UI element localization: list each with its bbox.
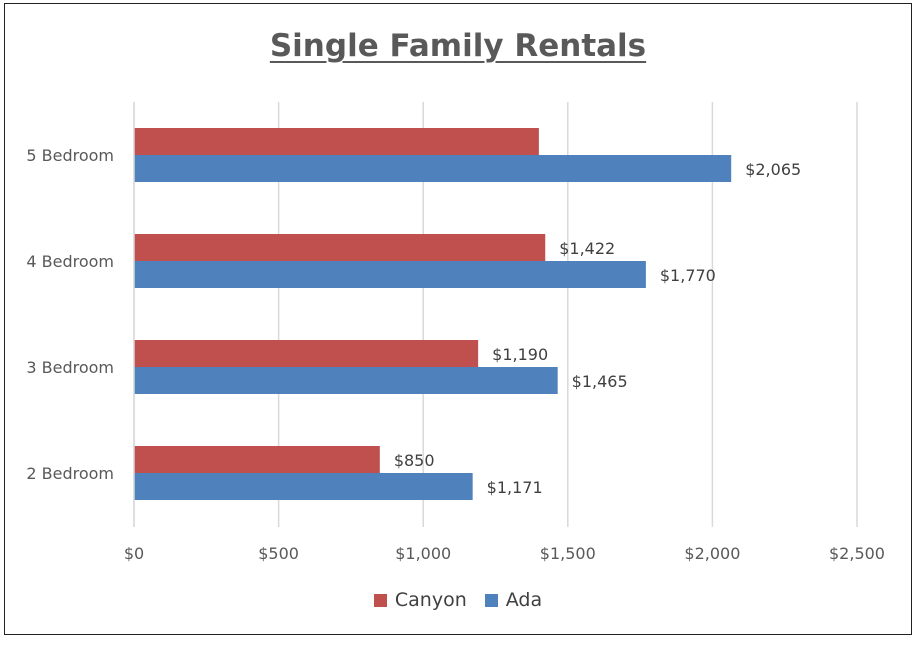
category-label: 4 Bedroom <box>26 252 114 271</box>
data-label: $1,465 <box>572 372 628 391</box>
x-tick-label: $2,000 <box>684 544 740 563</box>
data-label: $850 <box>394 451 435 470</box>
bar-canyon <box>134 128 539 155</box>
data-label: $1,422 <box>559 239 615 258</box>
bar-canyon <box>134 234 546 261</box>
legend-swatch-canyon <box>373 593 387 607</box>
legend-label-canyon: Canyon <box>394 589 467 611</box>
bar-ada <box>134 155 732 182</box>
bar-ada <box>134 367 558 394</box>
data-label: $1,770 <box>660 266 716 285</box>
legend-label-ada: Ada <box>505 589 543 611</box>
category-label: 2 Bedroom <box>26 464 114 483</box>
legend-swatch-ada <box>484 593 498 607</box>
legend: Canyon Ada <box>0 589 916 611</box>
x-tick-label: $2,500 <box>829 544 885 563</box>
data-label: $1,171 <box>487 478 543 497</box>
x-tick-label: $0 <box>124 544 144 563</box>
legend-item-ada: Ada <box>484 589 543 611</box>
x-tick-label: $1,500 <box>540 544 596 563</box>
chart-frame <box>4 3 912 635</box>
bar-ada <box>134 473 473 500</box>
bar-ada <box>134 261 646 288</box>
x-tick-label: $1,000 <box>395 544 451 563</box>
data-label: $2,065 <box>745 160 801 179</box>
category-label: 3 Bedroom <box>26 358 114 377</box>
category-label: 5 Bedroom <box>26 146 114 165</box>
bar-canyon <box>134 446 380 473</box>
x-tick-label: $500 <box>258 544 299 563</box>
legend-item-canyon: Canyon <box>373 589 467 611</box>
chart-title: Single Family Rentals <box>269 28 647 64</box>
data-label: $1,190 <box>492 345 548 364</box>
bar-canyon <box>134 340 479 367</box>
